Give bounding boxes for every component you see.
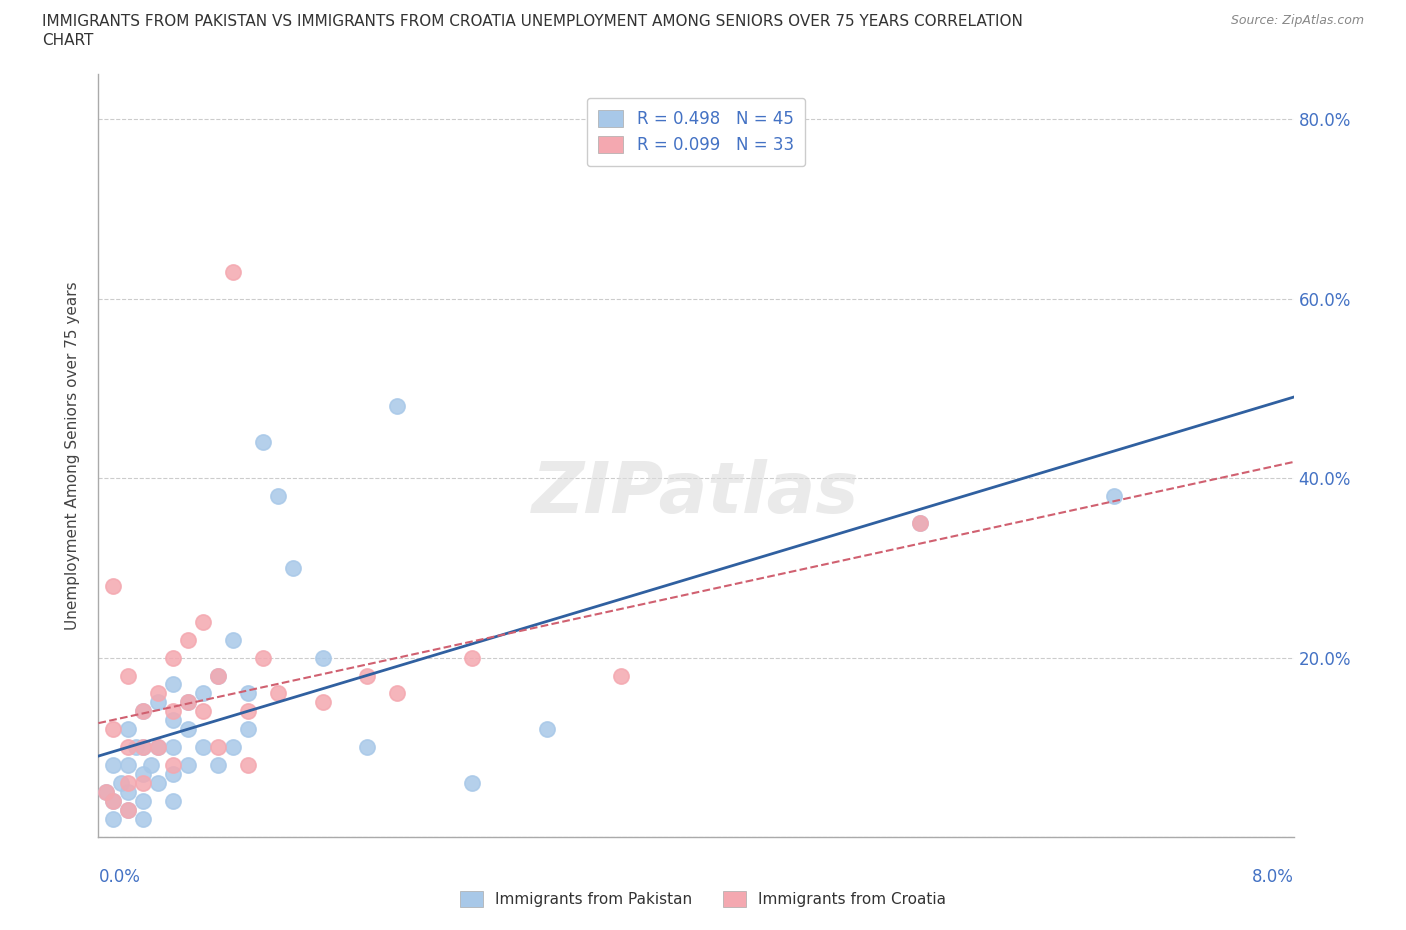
- Point: [222, 740, 245, 755]
- Point: [610, 668, 633, 683]
- Point: [117, 668, 139, 683]
- Point: [252, 650, 274, 665]
- Legend: R = 0.498   N = 45, R = 0.099   N = 33: R = 0.498 N = 45, R = 0.099 N = 33: [586, 98, 806, 166]
- Point: [536, 722, 558, 737]
- Point: [162, 793, 184, 808]
- Point: [148, 695, 170, 710]
- Point: [222, 632, 245, 647]
- Point: [177, 695, 200, 710]
- Point: [132, 812, 155, 827]
- Point: [385, 399, 409, 414]
- Point: [236, 686, 259, 701]
- Point: [117, 776, 139, 790]
- Point: [162, 704, 184, 719]
- Point: [236, 722, 259, 737]
- Point: [94, 785, 117, 800]
- Point: [103, 793, 125, 808]
- Point: [311, 650, 333, 665]
- Point: [207, 758, 229, 773]
- Point: [311, 695, 333, 710]
- Point: [103, 793, 125, 808]
- Point: [132, 704, 155, 719]
- Point: [461, 650, 484, 665]
- Point: [103, 758, 125, 773]
- Point: [117, 758, 139, 773]
- Point: [103, 722, 125, 737]
- Text: IMMIGRANTS FROM PAKISTAN VS IMMIGRANTS FROM CROATIA UNEMPLOYMENT AMONG SENIORS O: IMMIGRANTS FROM PAKISTAN VS IMMIGRANTS F…: [42, 14, 1024, 29]
- Point: [191, 614, 214, 629]
- Point: [132, 776, 155, 790]
- Legend: Immigrants from Pakistan, Immigrants from Croatia: Immigrants from Pakistan, Immigrants fro…: [454, 884, 952, 913]
- Point: [191, 704, 214, 719]
- Point: [177, 758, 200, 773]
- Point: [132, 704, 155, 719]
- Point: [236, 758, 259, 773]
- Point: [356, 740, 378, 755]
- Point: [267, 488, 290, 503]
- Text: ZIPatlas: ZIPatlas: [533, 459, 859, 528]
- Point: [281, 561, 304, 576]
- Point: [125, 740, 148, 755]
- Point: [207, 668, 229, 683]
- Point: [177, 632, 200, 647]
- Point: [117, 803, 139, 817]
- Point: [117, 785, 139, 800]
- Point: [139, 758, 162, 773]
- Text: CHART: CHART: [42, 33, 94, 47]
- Point: [117, 722, 139, 737]
- Point: [110, 776, 132, 790]
- Text: Source: ZipAtlas.com: Source: ZipAtlas.com: [1230, 14, 1364, 27]
- Point: [148, 776, 170, 790]
- Point: [162, 758, 184, 773]
- Point: [162, 766, 184, 781]
- Point: [94, 785, 117, 800]
- Point: [385, 686, 409, 701]
- Point: [191, 740, 214, 755]
- Point: [162, 713, 184, 728]
- Point: [148, 740, 170, 755]
- Point: [177, 722, 200, 737]
- Point: [461, 776, 484, 790]
- Point: [908, 515, 931, 530]
- Point: [908, 515, 931, 530]
- Point: [236, 704, 259, 719]
- Point: [162, 677, 184, 692]
- Point: [252, 435, 274, 450]
- Point: [117, 803, 139, 817]
- Point: [177, 695, 200, 710]
- Point: [148, 740, 170, 755]
- Point: [1104, 488, 1126, 503]
- Point: [207, 740, 229, 755]
- Text: 0.0%: 0.0%: [98, 868, 141, 885]
- Point: [267, 686, 290, 701]
- Point: [132, 740, 155, 755]
- Point: [117, 740, 139, 755]
- Point: [132, 766, 155, 781]
- Point: [148, 686, 170, 701]
- Point: [222, 264, 245, 279]
- Y-axis label: Unemployment Among Seniors over 75 years: Unemployment Among Seniors over 75 years: [65, 282, 80, 630]
- Point: [132, 793, 155, 808]
- Point: [132, 740, 155, 755]
- Point: [162, 650, 184, 665]
- Text: 8.0%: 8.0%: [1251, 868, 1294, 885]
- Point: [103, 578, 125, 593]
- Point: [207, 668, 229, 683]
- Point: [162, 740, 184, 755]
- Point: [356, 668, 378, 683]
- Point: [191, 686, 214, 701]
- Point: [103, 812, 125, 827]
